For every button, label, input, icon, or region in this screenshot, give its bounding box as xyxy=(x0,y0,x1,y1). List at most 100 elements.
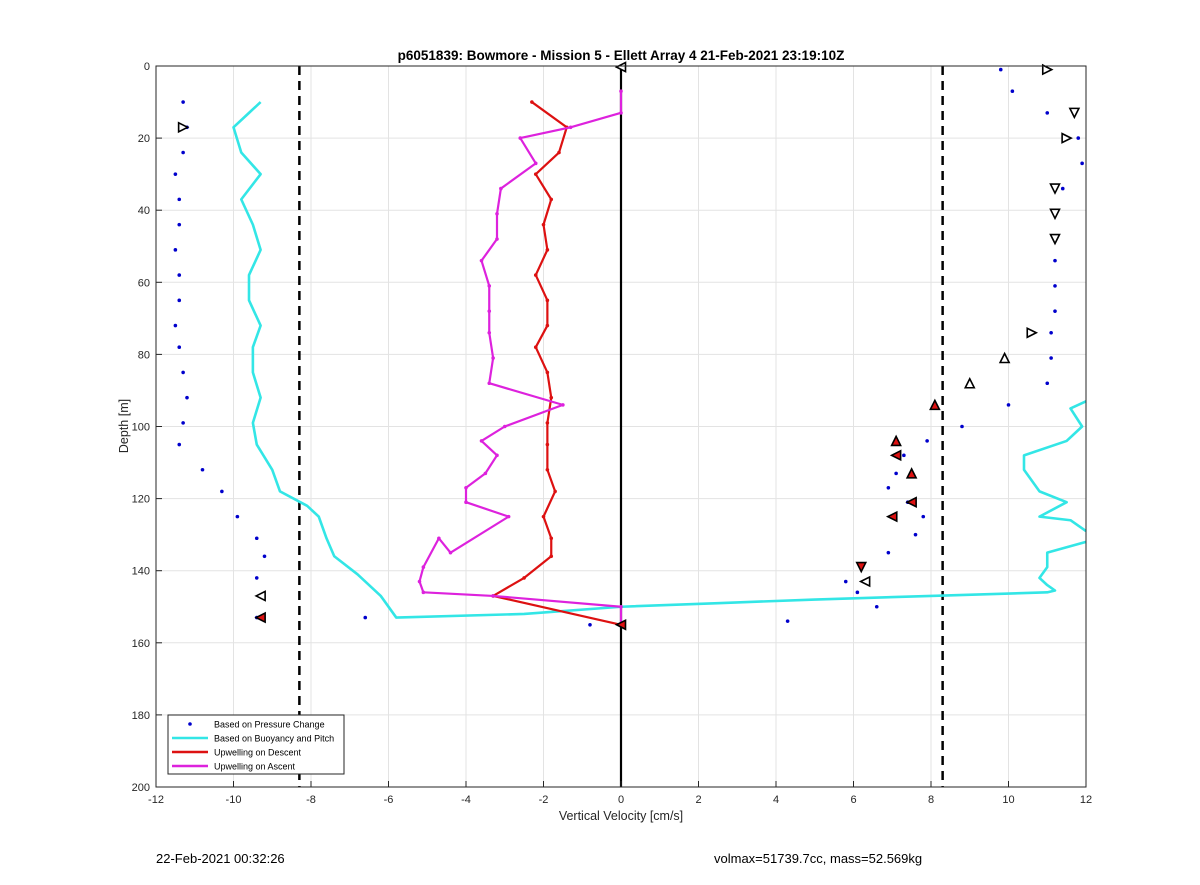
x-tick-label: -2 xyxy=(539,794,549,806)
ascent-line-point xyxy=(479,258,484,263)
buoyancy-pitch-line xyxy=(1022,400,1087,533)
x-tick-label: -8 xyxy=(306,794,316,806)
pressure-change-point xyxy=(1053,309,1057,313)
triangle-marker xyxy=(889,449,902,462)
descent-line-point xyxy=(545,323,550,328)
legend-box xyxy=(167,714,345,775)
y-tick-label: 0 xyxy=(144,61,150,73)
pressure-change-point xyxy=(177,273,182,277)
pressure-change-point xyxy=(925,439,929,443)
ascent-line-point xyxy=(619,604,623,609)
pressure-change-point xyxy=(262,554,267,559)
legend-label: Upwelling on Ascent xyxy=(214,762,296,772)
pressure-change-point xyxy=(1006,403,1011,407)
x-tick-label: 4 xyxy=(773,794,779,806)
descent-line-point xyxy=(549,197,554,202)
y-tick-label: 20 xyxy=(138,133,150,145)
pressure-change-point xyxy=(200,467,205,472)
ascent-line xyxy=(418,91,623,625)
pressure-change-point xyxy=(235,514,240,519)
descent-line-point xyxy=(533,345,538,349)
ascent-line-point xyxy=(464,485,468,490)
pressure-change-point xyxy=(181,370,185,375)
pressure-change-point xyxy=(173,172,178,176)
descent-line-point xyxy=(545,421,550,425)
ascent-line-point xyxy=(479,439,484,443)
pressure-change-point xyxy=(902,453,906,458)
x-axis-ticks: -12 -10 -8 -6 -4 -2 0 2 4 6 8 10 12 xyxy=(148,781,1092,806)
pressure-change-point xyxy=(181,150,185,155)
y-tick-label: 80 xyxy=(138,349,150,361)
y-axis-ticks: 0 20 40 60 80 100 120 140 160 180 200 xyxy=(132,61,162,794)
x-tick-label: 10 xyxy=(1002,794,1014,806)
pressure-change-point xyxy=(177,442,182,447)
ascent-line-point xyxy=(417,579,422,584)
triangle-marker xyxy=(1061,132,1073,144)
footer-info: volmax=51739.7cc, mass=52.569kg xyxy=(714,851,923,866)
legend-swatch xyxy=(188,722,192,726)
triangle-marker xyxy=(885,510,898,523)
ascent-line-point xyxy=(502,424,507,429)
descent-line-point xyxy=(533,273,538,277)
pressure-change-point xyxy=(1080,161,1084,166)
triangle-marker xyxy=(254,611,266,624)
pressure-change-point xyxy=(177,197,182,202)
descent-line-point xyxy=(541,222,546,227)
ascent-line-point xyxy=(437,536,441,541)
y-tick-label: 180 xyxy=(132,710,150,722)
ascent-line-point xyxy=(561,403,565,407)
ascent-line-point xyxy=(619,89,623,94)
pressure-change-point xyxy=(886,550,891,555)
y-tick-label: 140 xyxy=(132,566,150,578)
y-tick-label: 200 xyxy=(132,782,150,794)
triangle-marker xyxy=(998,351,1011,364)
triangle-marker xyxy=(1049,183,1061,195)
triangle-markers xyxy=(177,61,1081,631)
pressure-change-point xyxy=(254,576,259,580)
ascent-line-point xyxy=(495,453,499,458)
descent-line-point xyxy=(545,370,550,375)
ascent-line-point xyxy=(619,111,623,115)
pressure-change-point xyxy=(913,532,918,537)
chart-title: p6051839: Bowmore - Mission 5 - Ellett A… xyxy=(398,48,845,63)
triangle-marker xyxy=(1049,208,1061,221)
descent-line-point xyxy=(549,536,554,541)
legend-label: Based on Pressure Change xyxy=(214,720,325,730)
descent-line-point xyxy=(545,298,550,303)
descent-line-point xyxy=(549,395,554,400)
descent-line-point xyxy=(553,489,557,494)
pressure-change-point xyxy=(1045,381,1050,386)
triangle-marker xyxy=(1068,107,1081,120)
triangle-marker xyxy=(1049,233,1061,246)
ascent-line-point xyxy=(464,500,468,505)
y-tick-label: 120 xyxy=(132,494,150,506)
triangle-marker xyxy=(963,376,976,389)
triangle-marker xyxy=(890,434,902,447)
pressure-change-point xyxy=(181,100,185,104)
reference-lines xyxy=(298,66,944,787)
pressure-change-point xyxy=(843,579,848,584)
ascent-line-point xyxy=(421,565,426,569)
pressure-change-point xyxy=(785,619,790,623)
x-tick-label: -10 xyxy=(226,794,242,806)
pressure-change-point xyxy=(220,489,224,494)
pressure-change-point xyxy=(1049,330,1053,335)
ascent-line-point xyxy=(487,381,492,386)
triangle-marker xyxy=(614,61,627,73)
pressure-change-point xyxy=(254,536,259,541)
descent-line-point xyxy=(557,150,561,155)
ascent-line-point xyxy=(487,284,492,288)
triangle-marker xyxy=(905,496,917,508)
ascent-line-point xyxy=(495,237,499,241)
ascent-line-point xyxy=(487,330,492,335)
pressure-change-point xyxy=(886,485,891,490)
triangle-marker xyxy=(177,121,190,134)
descent-line-point xyxy=(541,514,546,519)
pressure-change-point xyxy=(921,514,926,519)
ascent-line-point xyxy=(448,550,453,555)
y-axis-label: Depth [m] xyxy=(117,399,131,453)
x-tick-label: 2 xyxy=(695,794,701,806)
ascent-line-point xyxy=(518,136,523,140)
triangle-marker xyxy=(614,618,627,631)
descent-line-point xyxy=(545,467,550,472)
